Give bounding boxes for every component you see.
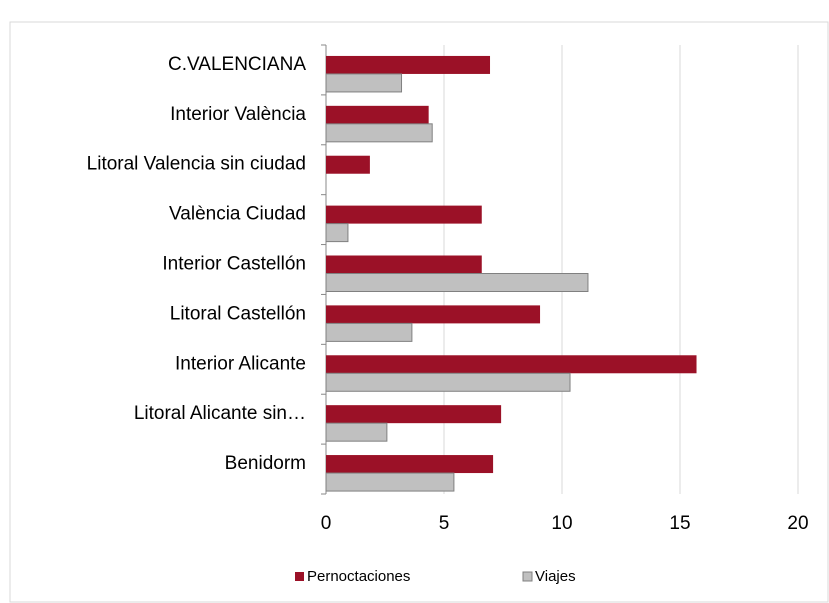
bar — [325, 372, 571, 392]
bar — [325, 123, 433, 143]
y-tick-label: Interior Alicante — [175, 353, 306, 374]
bar — [326, 255, 482, 274]
bar — [326, 105, 429, 124]
y-tick-label: Litoral Valencia sin ciudad — [87, 154, 306, 175]
y-tick-label: Litoral Alicante sin… — [134, 403, 306, 424]
bar — [326, 305, 541, 324]
y-tick-label: Interior Castellón — [162, 254, 306, 275]
bar — [326, 355, 697, 374]
x-tick-label: 10 — [551, 513, 572, 534]
bar — [325, 472, 455, 492]
bar — [326, 55, 491, 74]
bar — [326, 405, 502, 424]
x-tick-label: 15 — [669, 513, 690, 534]
bar — [326, 205, 482, 224]
bar — [325, 422, 388, 442]
bar — [325, 273, 589, 292]
x-tick-label: 0 — [321, 513, 332, 534]
y-tick-label: C.VALENCIANA — [168, 54, 306, 75]
legend-label: Pernoctaciones — [307, 568, 410, 585]
x-tick-label: 5 — [439, 513, 450, 534]
legend-swatch — [522, 571, 533, 582]
y-tick-label: Benidorm — [225, 453, 306, 474]
legend-label: Viajes — [535, 568, 576, 585]
x-tick-label: 20 — [787, 513, 808, 534]
y-tick-label: València Ciudad — [169, 204, 306, 225]
bar — [326, 455, 494, 474]
bar — [325, 223, 349, 243]
legend-swatch — [295, 572, 304, 581]
bar — [325, 322, 413, 342]
bar — [325, 73, 403, 93]
y-tick-label: Interior València — [170, 104, 306, 125]
y-tick-label: Litoral Castellón — [170, 303, 306, 324]
bar — [326, 155, 370, 174]
